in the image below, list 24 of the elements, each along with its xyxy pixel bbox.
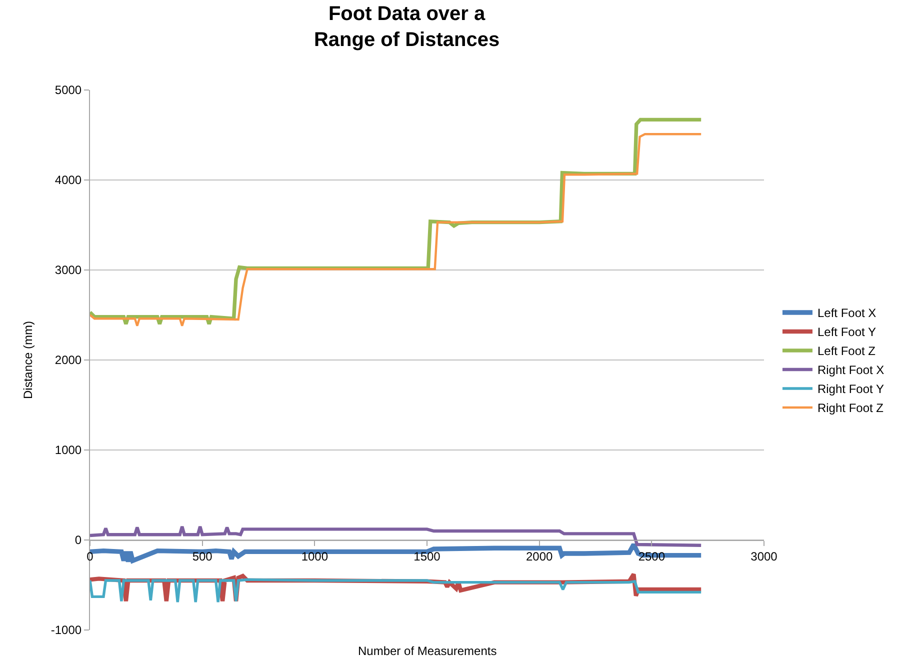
legend-label: Right Foot Y <box>817 382 884 396</box>
legend-label: Left Foot Y <box>817 325 876 340</box>
legend-label: Right Foot Z <box>817 401 884 416</box>
line-series <box>90 578 702 604</box>
x-tick-label: 3000 <box>750 549 778 564</box>
legend-label: Right Foot X <box>817 363 884 378</box>
y-tick-label: 5000 <box>54 83 82 98</box>
y-tick-label: 2000 <box>54 353 82 368</box>
x-tick-label: 1500 <box>414 549 441 564</box>
x-axis-title: Number of Measurements <box>358 644 497 658</box>
y-axis-title: Distance (mm) <box>21 320 36 400</box>
legend-label: Left Foot X <box>817 306 876 320</box>
y-tick-label: 4000 <box>54 173 82 188</box>
y-tick-label: -1000 <box>50 623 82 638</box>
x-tick-label: 0 <box>86 549 94 564</box>
line-series <box>90 524 703 547</box>
y-tick-label: 3000 <box>54 263 82 278</box>
chart-title: Foot Data over a Range of Distances <box>314 2 500 51</box>
y-tick-label: 0 <box>74 533 82 548</box>
y-tick-label: 1000 <box>54 443 82 458</box>
legend-label: Left Foot Z <box>817 344 876 358</box>
x-tick-label: 500 <box>192 549 213 564</box>
x-tick-label: 1000 <box>301 549 328 564</box>
x-tick-label: 2000 <box>526 549 553 564</box>
